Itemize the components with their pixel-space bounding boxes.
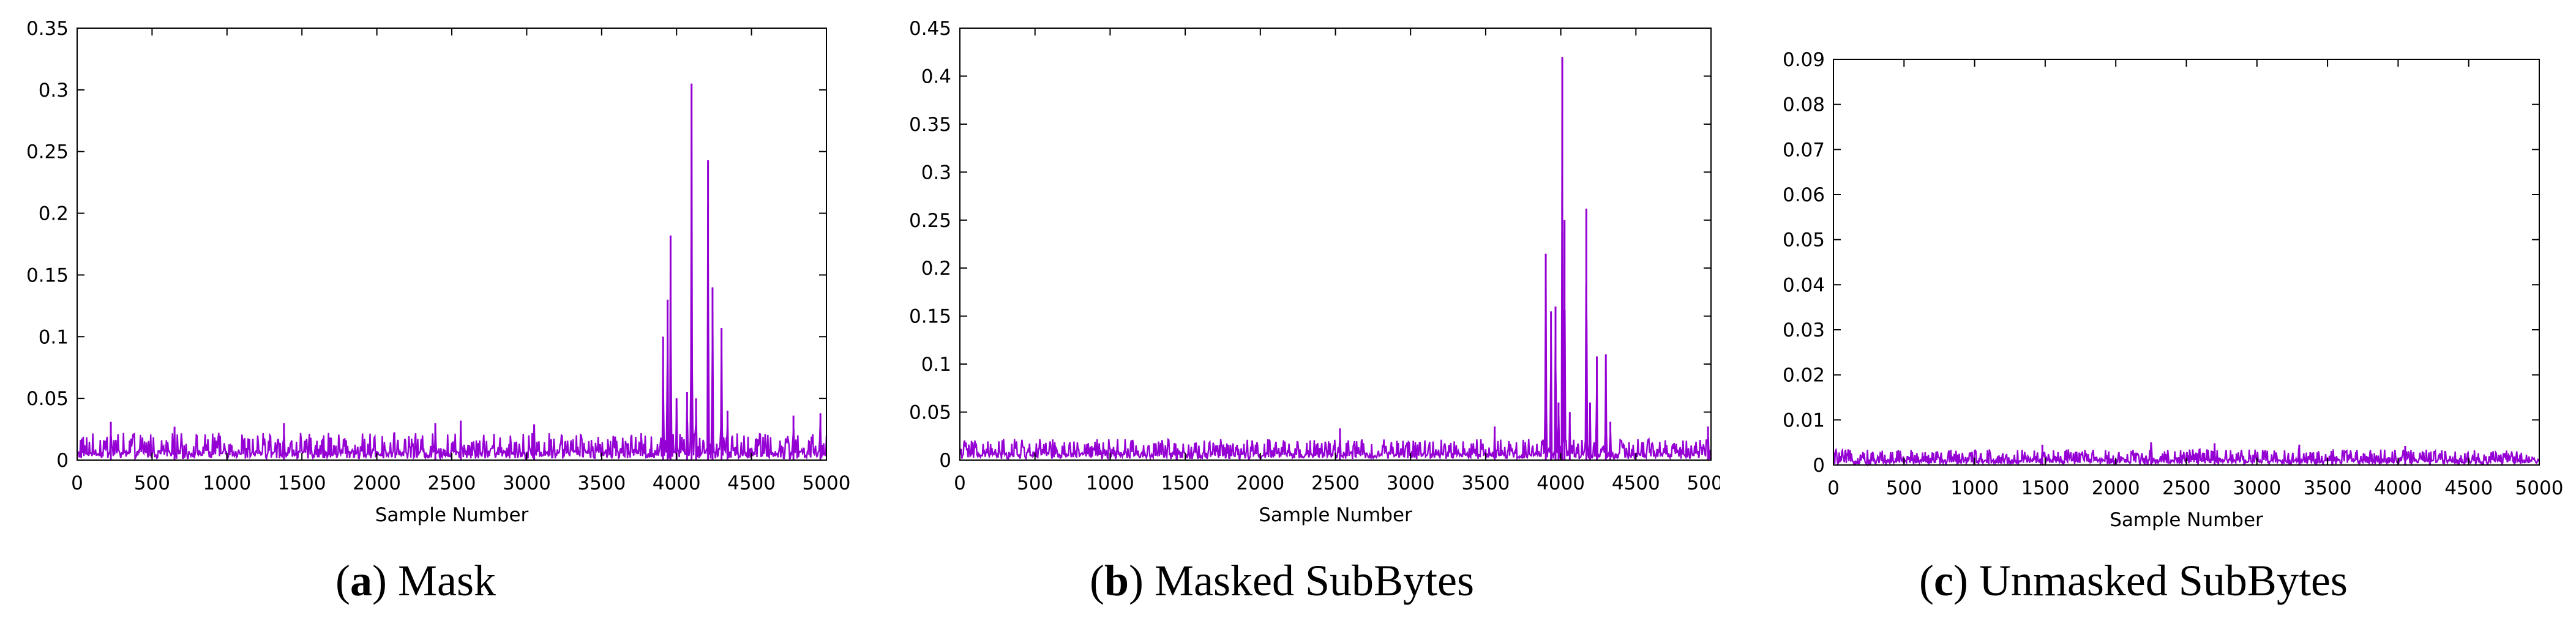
x-tick-label: 4500 bbox=[1612, 472, 1660, 494]
y-tick-label: 0.07 bbox=[1783, 139, 1825, 161]
y-tick-label: 0.2 bbox=[921, 258, 951, 280]
x-tick-label: 4500 bbox=[727, 472, 776, 494]
x-tick-label: 2000 bbox=[1236, 472, 1284, 494]
x-tick-label: 0 bbox=[954, 472, 966, 494]
series-line bbox=[959, 117, 1712, 461]
plot-frame bbox=[959, 28, 1712, 461]
x-tick-label: 2500 bbox=[1311, 472, 1360, 494]
caption-b: (b) Masked SubBytes bbox=[1090, 556, 1475, 605]
x-tick-label: 500 bbox=[1886, 477, 1922, 499]
x-tick-label: 500 bbox=[1017, 472, 1053, 494]
y-tick-label: 0.15 bbox=[909, 306, 951, 328]
chart-panel-c: 0 500 1000 1500 2000 2500 3000 3500 4000 4500 5000… bbox=[1732, 0, 2576, 621]
y-tick-label: 0.02 bbox=[1783, 365, 1825, 387]
x-tick-label: 500 bbox=[134, 472, 170, 494]
y-tick-label: 0 bbox=[56, 450, 69, 472]
x-tick-label: 4500 bbox=[2444, 477, 2493, 499]
x-tick-label: 4000 bbox=[2374, 477, 2422, 499]
y-tick-label: 0.3 bbox=[921, 162, 951, 184]
x-tick-label: 0 bbox=[71, 472, 83, 494]
plot-frame bbox=[77, 28, 827, 461]
y-tick-label: 0.2 bbox=[39, 203, 69, 225]
chart-panel-a: 0 500 1000 1500 2000 2500 3000 3500 4000 4500 5000… bbox=[0, 0, 851, 621]
x-tick-label: 2000 bbox=[2092, 477, 2140, 499]
y-tick-label: 0 bbox=[939, 450, 951, 472]
x-axis-title: Sample Number bbox=[1259, 504, 1412, 526]
x-tick-label: 1500 bbox=[2021, 477, 2069, 499]
series-line bbox=[77, 83, 828, 461]
y-tick-label: 0.1 bbox=[921, 354, 951, 376]
x-tick-label: 5000 bbox=[2515, 477, 2564, 499]
y-tick-label: 0.04 bbox=[1783, 274, 1825, 296]
caption-a: (a) Mask bbox=[335, 556, 496, 605]
x-tick-label: 1500 bbox=[1161, 472, 1210, 494]
y-tick-label: 0.1 bbox=[39, 326, 69, 348]
y-tick-label: 0.25 bbox=[909, 210, 951, 232]
x-tick-label: 3500 bbox=[577, 472, 626, 494]
x-tick-label: 1000 bbox=[203, 472, 251, 494]
y-tick-label: 0.06 bbox=[1783, 184, 1825, 206]
y-tick-label: 0.35 bbox=[909, 114, 951, 136]
chart-panel-b: 0 500 1000 1500 2000 2500 3000 3500 4000 4500 500 0… bbox=[863, 0, 1720, 621]
x-tick-label: 3000 bbox=[503, 472, 551, 494]
y-tick-label: 0.4 bbox=[921, 65, 951, 87]
series-line bbox=[1832, 442, 2540, 467]
chart-mask: 0 500 1000 1500 2000 2500 3000 3500 4000 4500 5000… bbox=[26, 18, 851, 526]
x-axis-title: Sample Number bbox=[375, 504, 529, 526]
plot-frame bbox=[1833, 59, 2540, 466]
x-tick-label: 1000 bbox=[1086, 472, 1134, 494]
y-tick-label: 0.09 bbox=[1783, 49, 1825, 71]
x-tick-label: 2500 bbox=[2162, 477, 2211, 499]
y-tick-label: 0 bbox=[1813, 455, 1825, 477]
caption-letter: b bbox=[1104, 556, 1129, 605]
y-tick-label: 0.01 bbox=[1783, 409, 1825, 431]
caption-letter: c bbox=[1933, 556, 1953, 605]
x-tick-label: 1000 bbox=[1950, 477, 1999, 499]
x-tick-label: 3500 bbox=[1461, 472, 1510, 494]
y-tick-label: 0.45 bbox=[909, 18, 951, 40]
x-tick-label: 3000 bbox=[1387, 472, 1435, 494]
y-tick-label: 0.35 bbox=[26, 18, 69, 40]
y-tick-label: 0.25 bbox=[26, 141, 69, 163]
x-tick-label: 4000 bbox=[1537, 472, 1585, 494]
y-tick-label: 0.05 bbox=[909, 402, 951, 424]
y-tick-label: 0.3 bbox=[39, 80, 69, 102]
y-tick-label: 0.05 bbox=[1783, 229, 1825, 251]
y-tick-label: 0.05 bbox=[26, 388, 69, 410]
x-tick-label: 4000 bbox=[653, 472, 701, 494]
x-tick-label: 0 bbox=[1827, 477, 1840, 499]
x-tick-label: 2500 bbox=[428, 472, 476, 494]
x-tick-label: 2000 bbox=[353, 472, 401, 494]
caption-text: Unmasked SubBytes bbox=[1979, 556, 2348, 605]
chart-masked-subbytes: 0 500 1000 1500 2000 2500 3000 3500 4000 4500 500 0… bbox=[909, 18, 1720, 526]
x-tick-label: 3500 bbox=[2304, 477, 2352, 499]
x-axis-title: Sample Number bbox=[2110, 509, 2263, 531]
y-tick-label: 0.08 bbox=[1783, 94, 1825, 116]
caption-c: (c) Unmasked SubBytes bbox=[1919, 556, 2348, 605]
y-tick-label: 0.15 bbox=[26, 264, 69, 286]
x-tick-label: 3000 bbox=[2233, 477, 2281, 499]
caption-letter: a bbox=[350, 556, 372, 605]
x-tick-label: 5000 bbox=[803, 472, 851, 494]
caption-text: Mask bbox=[397, 556, 496, 605]
x-tick-label: 5000 bbox=[1687, 472, 1720, 494]
x-tick-label: 1500 bbox=[278, 472, 326, 494]
y-tick-label: 0.03 bbox=[1783, 319, 1825, 341]
caption-text: Masked SubBytes bbox=[1155, 556, 1475, 605]
chart-unmasked-subbytes: 0 500 1000 1500 2000 2500 3000 3500 4000 4500 5000… bbox=[1783, 49, 2564, 531]
